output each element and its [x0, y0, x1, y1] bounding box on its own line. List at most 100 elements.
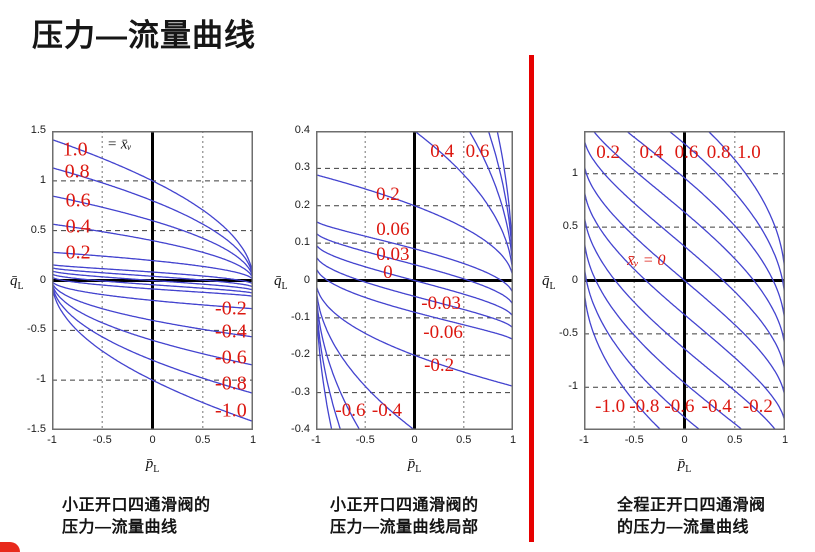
flow-curve-xv-0.6 [52, 195, 253, 281]
x-axis-title: p̄L [407, 456, 422, 475]
y-tick-label: 0 [303, 273, 310, 286]
x-tick-label: 1 [781, 434, 789, 446]
curve-value-label: -0.06 [423, 321, 463, 343]
x-axis-title: p̄L [677, 456, 692, 475]
flow-curve-xv--0.8 [52, 280, 253, 394]
y-tick-label: -0.3 [291, 385, 310, 398]
flow-curve-xv-0 [316, 242, 513, 319]
y-tick-label: 0.2 [294, 198, 310, 211]
curve-value-label: 0 [383, 262, 393, 284]
curve-value-label: 0.6 [465, 140, 490, 162]
y-tick-label: 0.1 [294, 236, 310, 249]
curve-value-label: 0.8 [64, 160, 90, 183]
y-tick-label: 0 [39, 273, 46, 286]
flow-curve-xv--0.6 [316, 280, 361, 430]
page-title: 压力—流量曲线 [32, 18, 256, 53]
flow-curve-xv--0.6 [584, 232, 744, 430]
flow-curve-xv-0.03 [52, 266, 253, 288]
curve-value-label: 1.0 [736, 142, 761, 164]
curve-value-label: 0.6 [65, 189, 91, 212]
x-tick-label: -0.5 [355, 434, 375, 446]
flow-curve-xv--0.2 [584, 183, 785, 426]
chart-small-opening-pq-curves: 1.5 1 0.5 0 -0.5 -1 -1.5 -1 -0.5 0 0.5 1 q̄L p̄L 1.0 0.… [8, 121, 267, 482]
plot-area [316, 131, 513, 430]
curve-value-label: -1.0 [215, 399, 247, 422]
flow-curve-xv--0.8 [584, 256, 702, 430]
x-tick-label: 0 [411, 434, 418, 446]
caption-line: 的压力—流量曲线 [617, 519, 750, 536]
curve-value-label: 0.4 [639, 142, 664, 164]
curve-value-label: -0.2 [215, 297, 247, 320]
chart-full-opening-pq-curves: 1 0.5 0 -0.5 -1 -1 -0.5 0 0.5 1 q̄L p̄L 0.2 0.4 0.6 0.8… [540, 121, 799, 482]
flow-curve-xv-0.8 [667, 131, 785, 305]
flow-curve-xv-1 [707, 131, 785, 281]
y-tick-label: 0.3 [294, 161, 310, 174]
curve-value-label: -0.2 [742, 395, 773, 417]
x-tick-label: -1 [579, 434, 589, 446]
curve-value-label: -0.4 [701, 395, 732, 417]
plot-frame [584, 131, 785, 430]
flow-curve-xv--0.06 [52, 276, 253, 298]
curve-value-label: 0.2 [65, 241, 91, 264]
flow-curve-xv--0.6 [52, 280, 253, 366]
flow-curve-xv-0.2 [316, 174, 513, 281]
curve-annotation: = x̄ᵥ [106, 136, 132, 153]
caption-chart-1: 小正开口四通滑阀的 压力—流量曲线 [62, 495, 211, 539]
flow-curve-xv--0.4 [584, 207, 777, 430]
curve-value-label: 0.6 [674, 142, 699, 164]
curve-value-label: -0.6 [215, 346, 247, 369]
plot-frame [52, 131, 253, 430]
x-tick-label: 1 [249, 434, 257, 446]
y-tick-label: -0.4 [291, 423, 310, 435]
caption-line: 小正开口四通滑阀的 [62, 497, 211, 514]
y-tick-label: -1 [36, 373, 46, 386]
curve-value-label: -0.4 [371, 400, 402, 422]
x-tick-label: 0 [681, 434, 688, 446]
y-tick-label: 1 [571, 166, 578, 179]
flow-curve-xv--0.03 [316, 254, 513, 330]
plot-area [52, 131, 253, 430]
flow-curve-xv-0.6 [468, 131, 513, 281]
flow-curve-xv-0.2 [584, 135, 785, 378]
curve-annotation: x̄ᵥ = 0 [627, 252, 666, 270]
curve-value-label: -0.8 [215, 372, 247, 395]
flow-curve-xv-1 [52, 138, 253, 281]
y-tick-label: 1.5 [30, 124, 46, 136]
curve-value-label: 1.0 [62, 138, 88, 161]
flow-curve-xv-0 [52, 269, 253, 292]
flow-curve-xv--0.06 [316, 265, 513, 341]
x-tick-label: -0.5 [624, 434, 644, 446]
x-tick-label: -1 [47, 434, 57, 446]
y-tick-label: -0.2 [291, 348, 310, 361]
curve-group [584, 131, 785, 430]
flow-curve-xv--0.4 [52, 280, 253, 338]
flow-curve-xv-0.03 [316, 231, 513, 307]
caption-line: 压力—流量曲线局部 [330, 519, 479, 536]
y-tick-label: 1 [39, 173, 46, 186]
flow-curve-xv--0.2 [316, 280, 513, 387]
flow-curve-xv--1 [52, 280, 253, 423]
flow-curve-xv-0.4 [413, 131, 513, 281]
y-tick-label: 0.5 [30, 223, 46, 236]
curve-value-label: -1.0 [595, 395, 626, 417]
x-tick-label: 0.5 [727, 434, 743, 446]
x-axis-title: p̄L [145, 456, 160, 475]
caption-line: 小正开口四通滑阀的 [330, 497, 479, 514]
curve-value-label: 0.06 [376, 219, 410, 241]
curve-value-label: 0.2 [596, 142, 620, 164]
curve-value-label: -0.03 [421, 293, 461, 315]
flow-curve-xv-0.4 [52, 223, 253, 281]
x-tick-label: -1 [311, 434, 321, 446]
y-tick-label: 0.4 [294, 124, 310, 136]
y-tick-label: -1 [568, 380, 578, 393]
plot-area [584, 131, 785, 430]
curve-value-label: -0.6 [335, 400, 366, 422]
flow-curve-xv-0.2 [52, 251, 253, 281]
flow-curve-xv-0.06 [316, 220, 513, 296]
y-tick-label: -1.5 [27, 423, 46, 435]
flow-curve-xv-0.4 [592, 131, 785, 354]
curve-value-label: 0.2 [376, 183, 400, 205]
curve-value-label: -0.6 [664, 395, 695, 417]
flow-curve-xv--0.03 [52, 273, 253, 295]
